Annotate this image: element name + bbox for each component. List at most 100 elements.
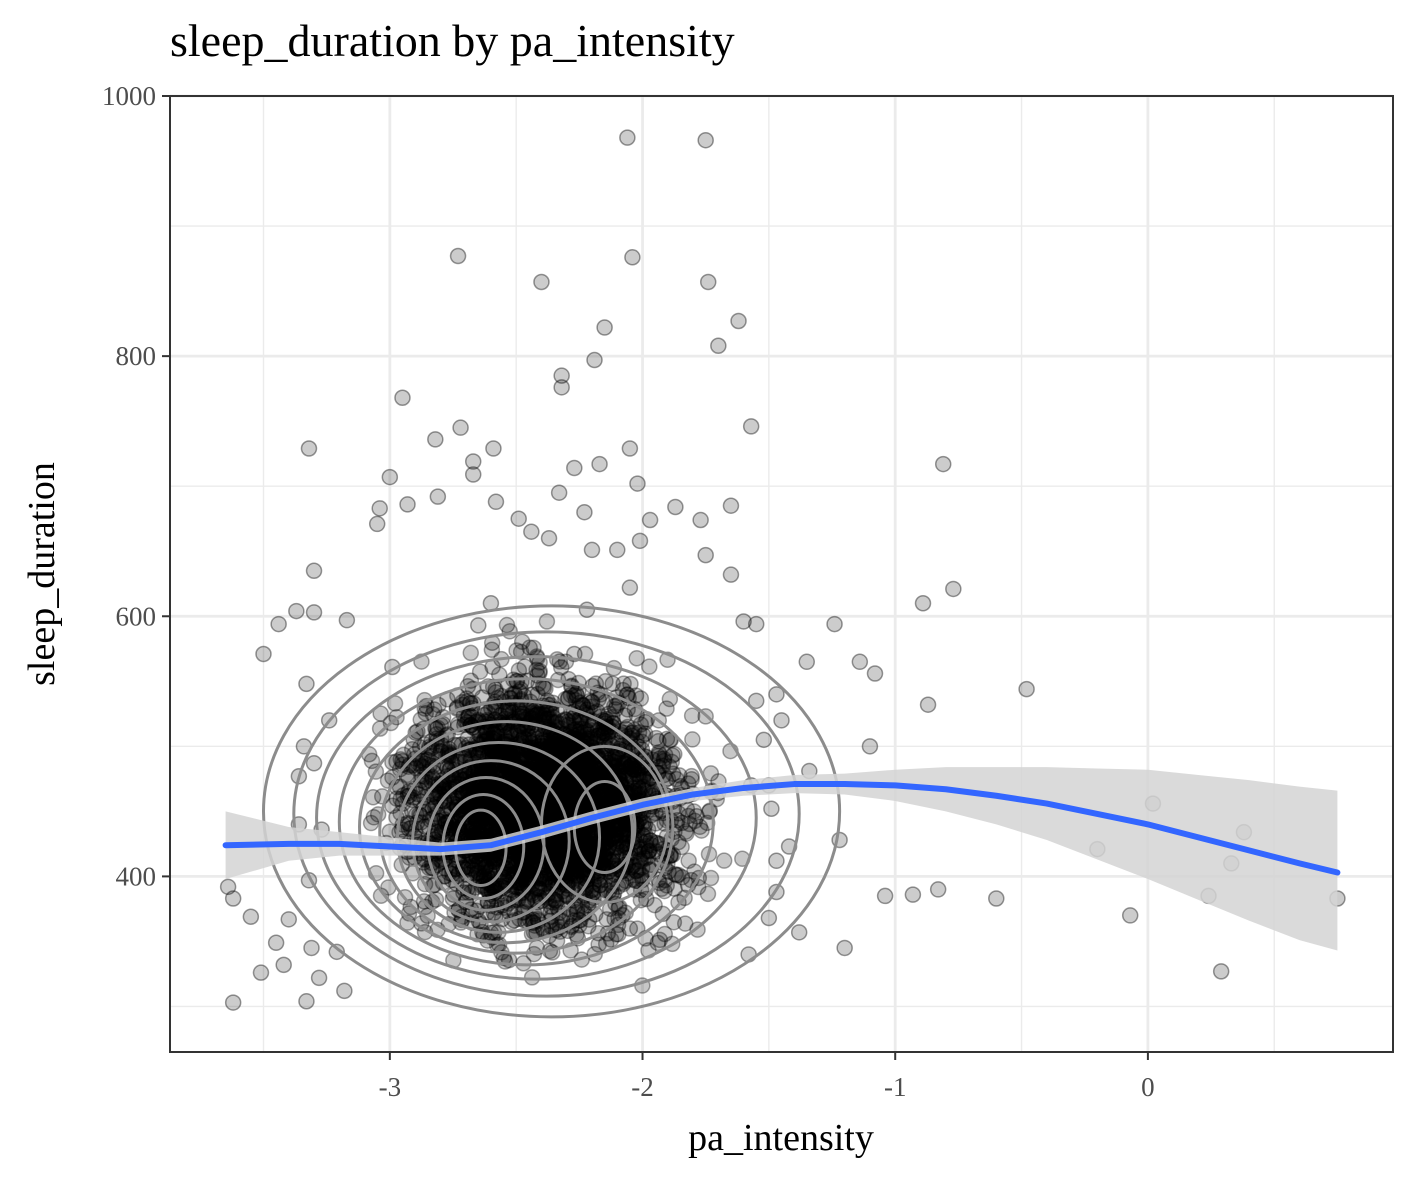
scatter-point [523, 751, 541, 769]
scatter-point [500, 814, 518, 831]
scatter-point [560, 690, 577, 707]
scatter-point [851, 653, 869, 671]
scatter-point [305, 604, 323, 621]
scatter-point [551, 842, 569, 860]
scatter-point [609, 541, 626, 559]
scatter-point [381, 468, 399, 486]
scatter-point [697, 131, 714, 149]
scatter-point [517, 784, 534, 802]
scatter-point [510, 662, 528, 679]
scatter-point [631, 781, 648, 799]
scatter-point [673, 814, 691, 832]
scatter-point [549, 739, 567, 757]
scatter-point [362, 814, 380, 832]
scatter-point [418, 751, 436, 769]
scatter-point [522, 776, 540, 794]
scatter-point [625, 721, 643, 739]
scatter-point [419, 907, 436, 925]
scatter-point [574, 761, 592, 778]
scatter-point [768, 852, 785, 870]
scatter-point [646, 896, 663, 914]
scatter-point [607, 821, 624, 839]
scatter-point [601, 782, 618, 800]
scatter-point [305, 562, 323, 579]
scatter-point [371, 720, 389, 737]
scatter-point [224, 994, 242, 1011]
scatter-point [568, 903, 586, 921]
scatter-point [683, 707, 701, 724]
scatter-point [470, 617, 487, 634]
scatter-point [636, 725, 654, 742]
scatter-point [667, 498, 684, 516]
scatter-point [521, 788, 539, 805]
scatter-point [773, 712, 790, 729]
scatter-point [584, 881, 602, 898]
scatter-point [484, 809, 501, 827]
scatter-point [557, 782, 574, 800]
scatter-point [470, 864, 488, 882]
scatter-point [558, 749, 576, 766]
scatter-point [449, 247, 467, 265]
scatter-point [550, 844, 568, 861]
scatter-point [1212, 963, 1230, 980]
chart-title: sleep_duration by pa_intensity [170, 15, 735, 66]
scatter-point [556, 776, 573, 793]
scatter-point [602, 853, 620, 871]
scatter-point [338, 611, 356, 629]
scatter-point [481, 862, 499, 879]
scatter-point [686, 812, 704, 830]
scatter-point [501, 690, 519, 707]
scatter-point [621, 440, 639, 457]
scatter-point [534, 727, 551, 745]
scatter-point [699, 273, 717, 291]
scatter-point [560, 900, 578, 918]
scatter-point [428, 720, 445, 738]
scatter-point [624, 249, 641, 266]
scatter-point [543, 804, 561, 822]
scatter-point [518, 778, 535, 795]
scatter-point [242, 908, 260, 925]
scatter-point [639, 821, 657, 838]
scatter-point [553, 659, 570, 676]
scatter-point [427, 431, 444, 448]
scatter-point [599, 754, 617, 771]
scatter-point [535, 754, 553, 772]
scatter-point [626, 772, 643, 789]
scatter-point [568, 926, 585, 943]
scatter-point [673, 868, 691, 886]
scatter-point [647, 834, 665, 852]
scatter-point [589, 760, 606, 778]
scatter-point [552, 780, 570, 798]
scatter-point [634, 846, 651, 863]
scatter-point [556, 777, 574, 794]
scatter-point [478, 857, 495, 874]
scatter-point [525, 793, 542, 810]
scatter-point [429, 488, 447, 505]
scatter-point [300, 440, 318, 457]
scatter-point [919, 696, 937, 713]
scatter-point [573, 853, 591, 870]
scatter-point [604, 675, 621, 693]
scatter-point [500, 702, 517, 720]
scatter-point [504, 694, 521, 712]
scatter-point [549, 841, 566, 859]
scatter-point [593, 727, 611, 745]
scatter-point [560, 713, 577, 730]
scatter-point [475, 867, 493, 885]
scatter-point [648, 834, 666, 852]
scatter-point [486, 853, 503, 870]
scatter-point [477, 821, 494, 838]
scatter-point [552, 779, 569, 796]
scatter-point [647, 815, 664, 832]
scatter-point [519, 877, 536, 894]
scatter-point [693, 822, 710, 839]
scatter-point [590, 727, 607, 744]
scatter-point [547, 834, 564, 851]
scatter-point [518, 804, 535, 821]
scatter-point [561, 777, 578, 795]
scatter-point [715, 852, 733, 869]
scatter-point [430, 696, 447, 714]
scatter-point [538, 613, 556, 630]
scatter-point [559, 716, 577, 734]
scatter-point [565, 865, 582, 882]
